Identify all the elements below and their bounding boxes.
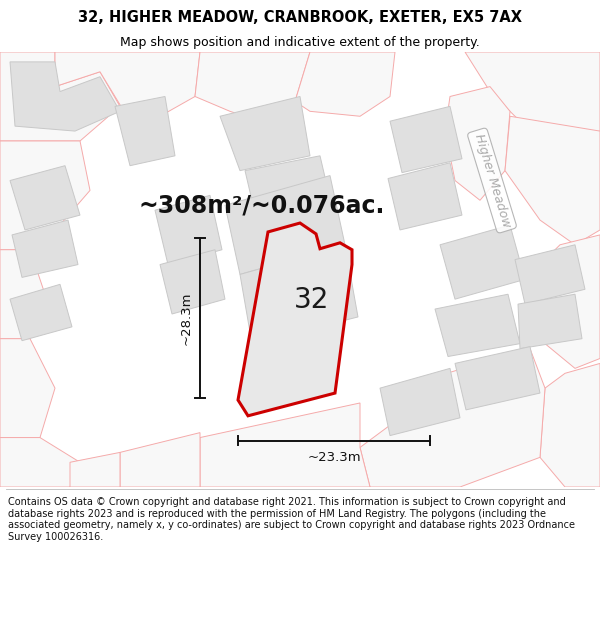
Polygon shape xyxy=(435,294,520,356)
Polygon shape xyxy=(518,294,582,349)
Polygon shape xyxy=(115,96,175,166)
Polygon shape xyxy=(155,196,222,264)
Polygon shape xyxy=(505,116,600,245)
Polygon shape xyxy=(0,141,90,250)
Polygon shape xyxy=(195,52,310,121)
Text: ~308m²/~0.076ac.: ~308m²/~0.076ac. xyxy=(139,193,385,218)
Polygon shape xyxy=(225,176,345,274)
Polygon shape xyxy=(238,223,352,416)
Polygon shape xyxy=(12,220,78,278)
Text: 32: 32 xyxy=(294,286,329,314)
Polygon shape xyxy=(530,235,600,368)
Polygon shape xyxy=(220,96,310,171)
Polygon shape xyxy=(10,284,72,341)
Polygon shape xyxy=(388,162,462,230)
Text: Higher Meadow: Higher Meadow xyxy=(472,132,512,229)
Polygon shape xyxy=(445,87,510,200)
Polygon shape xyxy=(70,452,120,487)
Polygon shape xyxy=(240,245,358,344)
Polygon shape xyxy=(295,52,395,116)
Polygon shape xyxy=(120,432,200,487)
Polygon shape xyxy=(455,347,540,410)
Polygon shape xyxy=(0,339,55,437)
Text: ~28.3m: ~28.3m xyxy=(179,291,193,345)
Polygon shape xyxy=(0,52,120,141)
Polygon shape xyxy=(0,438,80,487)
Polygon shape xyxy=(55,52,200,121)
Text: Contains OS data © Crown copyright and database right 2021. This information is : Contains OS data © Crown copyright and d… xyxy=(8,497,575,542)
Polygon shape xyxy=(540,363,600,487)
Polygon shape xyxy=(245,156,335,235)
Polygon shape xyxy=(10,166,80,230)
Polygon shape xyxy=(160,250,225,314)
Polygon shape xyxy=(440,225,525,299)
Polygon shape xyxy=(390,106,462,172)
Polygon shape xyxy=(0,250,50,339)
Polygon shape xyxy=(380,368,460,436)
Text: Map shows position and indicative extent of the property.: Map shows position and indicative extent… xyxy=(120,36,480,49)
Polygon shape xyxy=(200,403,370,487)
Polygon shape xyxy=(10,62,120,131)
Polygon shape xyxy=(465,52,600,141)
Polygon shape xyxy=(360,349,545,487)
Text: ~23.3m: ~23.3m xyxy=(307,451,361,464)
Text: 32, HIGHER MEADOW, CRANBROOK, EXETER, EX5 7AX: 32, HIGHER MEADOW, CRANBROOK, EXETER, EX… xyxy=(78,11,522,26)
Polygon shape xyxy=(515,245,585,304)
